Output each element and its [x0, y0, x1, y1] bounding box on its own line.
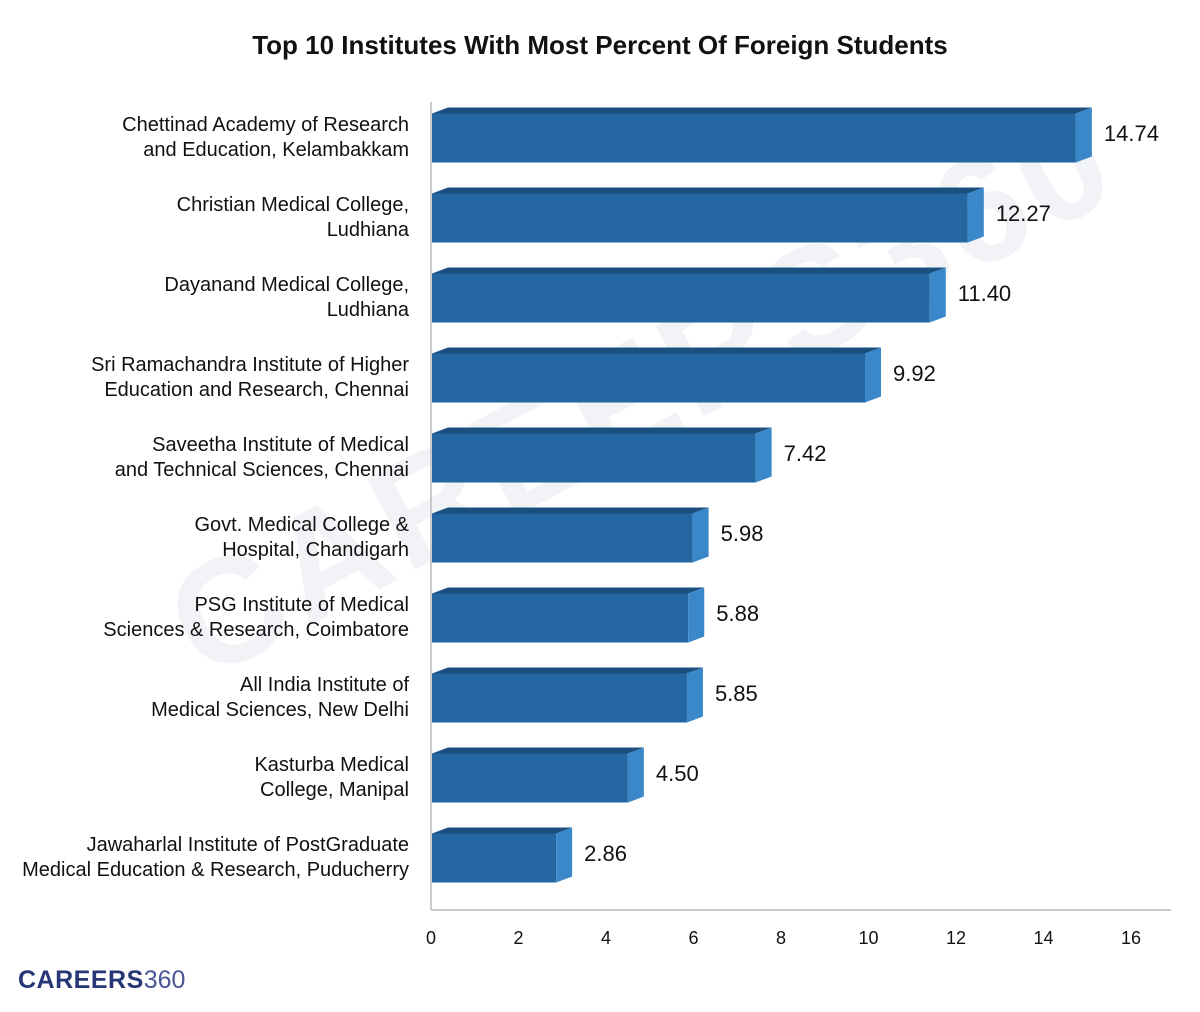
- x-tick-label: 4: [601, 928, 611, 948]
- bar-group: 12.27: [432, 187, 1051, 243]
- bar: [432, 273, 930, 323]
- bar-top-face: [432, 427, 772, 434]
- category-label: Saveetha Institute of Medical: [152, 434, 409, 456]
- data-label: 9.92: [893, 361, 936, 386]
- bar-side-face: [556, 827, 573, 883]
- category-label: Christian Medical College,: [177, 194, 409, 216]
- brand-name-bold: CAREERS: [18, 966, 144, 994]
- bar: [432, 193, 968, 243]
- data-label: 5.98: [721, 521, 764, 546]
- bar-group: 5.85: [432, 667, 758, 723]
- category-label: Education and Research, Chennai: [104, 379, 409, 401]
- x-tick-label: 16: [1121, 928, 1141, 948]
- data-label: 11.40: [958, 281, 1011, 306]
- category-label: Govt. Medical College &: [194, 514, 409, 536]
- x-tick-label: 14: [1033, 928, 1053, 948]
- x-tick-label: 6: [688, 928, 698, 948]
- bar: [432, 433, 756, 483]
- category-label: Dayanand Medical College,: [164, 274, 409, 296]
- bar-group: 9.92: [432, 347, 936, 403]
- x-tick-label: 0: [426, 928, 436, 948]
- bar-group: 11.40: [432, 267, 1011, 323]
- data-label: 5.88: [716, 601, 759, 626]
- bar-group: 4.50: [432, 747, 699, 803]
- category-label: Kasturba Medical: [254, 754, 409, 776]
- bar-top-face: [432, 507, 709, 514]
- careers360-logo: CAREERS360: [18, 966, 185, 995]
- bar-side-face: [967, 187, 984, 243]
- category-label: and Education, Kelambakkam: [143, 139, 409, 161]
- axis-layer: 0 2 4 6 8 10 12 14 16: [426, 102, 1171, 948]
- bar-side-face: [755, 427, 772, 483]
- chart-title: Top 10 Institutes With Most Percent Of F…: [252, 30, 948, 60]
- category-label: PSG Institute of Medical: [194, 594, 409, 616]
- data-label: 5.85: [715, 681, 758, 706]
- bar-top-face: [432, 347, 881, 354]
- bar-side-face: [686, 667, 703, 723]
- x-tick-label: 8: [776, 928, 786, 948]
- bar-top-face: [432, 827, 573, 834]
- bar-side-face: [688, 587, 705, 643]
- bar-top-face: [432, 267, 946, 274]
- x-tick-label: 12: [946, 928, 966, 948]
- bar-side-face: [865, 347, 881, 403]
- bar-group: 7.42: [432, 427, 827, 483]
- bar-top-face: [432, 187, 984, 194]
- bar-top-face: [432, 667, 703, 674]
- category-label: Chettinad Academy of Research: [122, 114, 409, 136]
- category-label: Medical Sciences, New Delhi: [151, 699, 409, 721]
- category-label: Sciences & Research, Coimbatore: [103, 619, 409, 641]
- category-label: Jawaharlal Institute of PostGraduate: [87, 834, 409, 856]
- bar: [432, 593, 689, 643]
- data-label: 4.50: [656, 761, 699, 786]
- bar-side-face: [929, 267, 946, 323]
- bar: [432, 113, 1076, 163]
- category-label: Sri Ramachandra Institute of Higher: [91, 354, 409, 376]
- bar: [432, 513, 693, 563]
- bar: [432, 833, 557, 883]
- category-label: Hospital, Chandigarh: [222, 539, 409, 561]
- bars-layer: 14.74 Chettinad Academy of Research and Ed…: [22, 107, 1159, 883]
- bar-side-face: [1075, 107, 1092, 163]
- bar-group: 5.88: [432, 587, 759, 643]
- bar: [432, 673, 687, 723]
- brand-name-light: 360: [143, 966, 186, 994]
- bar-group: 5.98: [432, 507, 764, 563]
- x-tick-label: 2: [513, 928, 523, 948]
- bar-group: 2.86: [432, 827, 627, 883]
- bar-side-face: [692, 507, 709, 563]
- bar-top-face: [432, 587, 705, 594]
- category-label: and Technical Sciences, Chennai: [115, 459, 409, 481]
- category-label: All India Institute of: [240, 674, 409, 696]
- bar-side-face: [627, 747, 644, 803]
- bar: [432, 753, 628, 803]
- data-label: 7.42: [784, 441, 827, 466]
- category-label: Ludhiana: [327, 299, 410, 321]
- bar-group: 14.74: [432, 107, 1159, 163]
- category-label: Medical Education & Research, Puducherry: [22, 859, 409, 881]
- bar-top-face: [432, 107, 1092, 114]
- data-label: 12.27: [996, 201, 1051, 226]
- x-tick-label: 10: [858, 928, 878, 948]
- data-label: 2.86: [584, 841, 627, 866]
- bar-top-face: [432, 747, 644, 754]
- category-label: Ludhiana: [327, 219, 410, 241]
- bar: [432, 353, 865, 403]
- category-label: College, Manipal: [260, 779, 409, 801]
- data-label: 14.74: [1104, 121, 1159, 146]
